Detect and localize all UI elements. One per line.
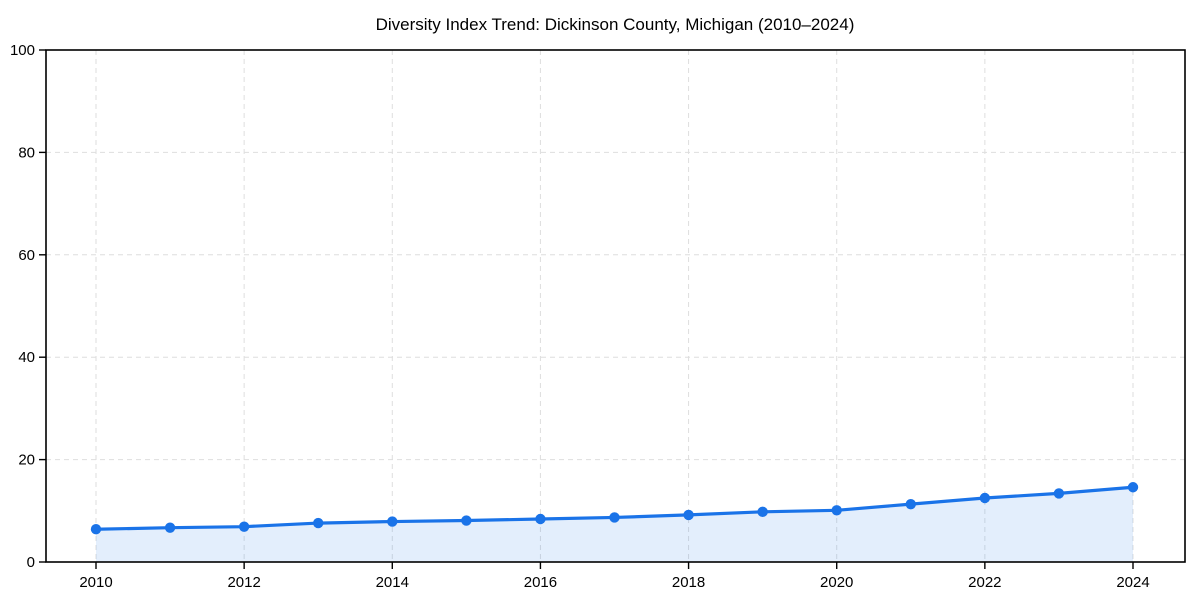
y-tick-label: 100	[10, 42, 35, 59]
x-tick-label: 2014	[376, 574, 409, 591]
y-tick-label: 0	[27, 554, 35, 571]
data-point-2020	[831, 505, 842, 516]
data-point-2022	[979, 492, 991, 504]
data-point-2016	[535, 513, 546, 525]
data-point-2023	[1053, 488, 1065, 499]
x-tick-label: 2024	[1116, 574, 1149, 591]
data-point-2017	[609, 512, 620, 523]
plot-area: 0 20 40 60 80 100 2010 2012 2014 2016 2018 2020 2022…	[10, 42, 1186, 591]
y-tick-label: 60	[18, 247, 35, 264]
x-tick-label: 2012	[227, 574, 260, 591]
x-tick-label: 2020	[820, 574, 853, 591]
data-point-2013	[313, 517, 324, 529]
data-point-2014	[387, 516, 398, 527]
x-tick-label: 2016	[524, 574, 557, 591]
chart-title: Diversity Index Trend: Dickinson County,…	[376, 15, 855, 34]
x-tick-label: 2022	[968, 574, 1001, 591]
data-point-2015	[461, 515, 472, 526]
data-point-2024	[1127, 482, 1139, 493]
plot-border	[45, 49, 1186, 563]
x-tick-label: 2018	[672, 574, 705, 591]
y-tick-label: 40	[18, 349, 35, 366]
x-tick-label: 2010	[79, 574, 112, 591]
data-point-2021	[905, 498, 916, 510]
data-point-2018	[683, 509, 694, 521]
area-fill	[96, 487, 1133, 562]
data-point-2010	[90, 524, 102, 535]
y-tick-label: 80	[18, 144, 35, 161]
data-point-2019	[757, 506, 768, 518]
data-point-2011	[164, 522, 176, 533]
y-tick-label: 20	[18, 452, 35, 469]
data-point-2012	[238, 521, 250, 532]
